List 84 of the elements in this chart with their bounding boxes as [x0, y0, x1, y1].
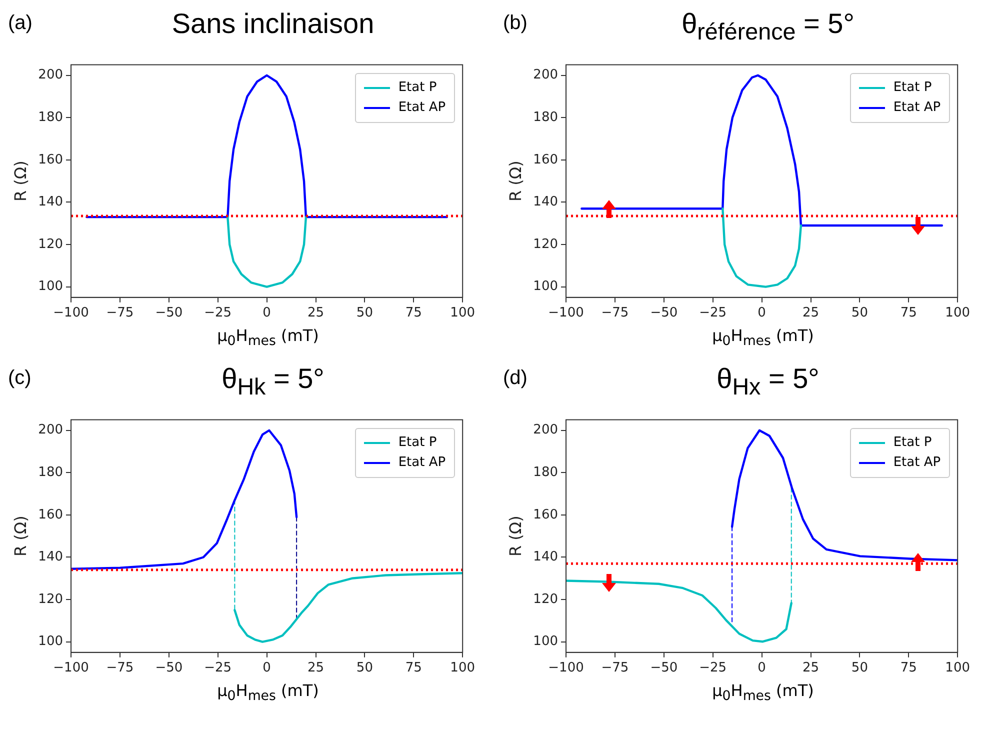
x-tick-label: 100 [450, 660, 476, 676]
x-tick-label: 75 [405, 306, 422, 321]
y-tick-label: 160 [38, 508, 64, 523]
x-tick-label: 0 [758, 306, 766, 321]
y-axis-title: R (Ω) [506, 160, 525, 202]
x-tick-label: −50 [155, 306, 183, 321]
x-tick-label: 50 [356, 660, 373, 676]
x-tick-label: −50 [155, 660, 183, 676]
x-axis-title: μ$_{0}$H$_{mes}$ (mT) [711, 681, 815, 704]
y-tick-label: 160 [533, 152, 558, 168]
x-tick-label: −100 [548, 306, 584, 321]
y-tick-label: 200 [38, 68, 64, 83]
x-tick-label: 0 [758, 660, 766, 676]
y-tick-label: 200 [38, 422, 64, 438]
x-tick-label: 100 [450, 306, 476, 321]
y-tick-label: 200 [533, 68, 558, 83]
y-tick-label: 100 [38, 634, 64, 650]
y-tick-label: 180 [533, 465, 558, 480]
x-tick-label: −25 [699, 306, 727, 321]
x-tick-label: 100 [945, 306, 970, 321]
y-tick-label: 120 [533, 592, 558, 608]
legend-label: Etat P [893, 434, 932, 452]
x-tick-label: −100 [53, 306, 89, 321]
x-tick-label: 25 [307, 306, 324, 321]
x-tick-label: 75 [405, 660, 422, 676]
x-tick-label: 25 [802, 306, 820, 321]
y-tick-label: 140 [533, 194, 558, 210]
x-axis-title: μ$_{0}$H$_{mes}$ (mT) [216, 681, 320, 704]
text: (d) [503, 367, 528, 390]
x-axis-title: μ$_{0}$H$_{mes}$ (mT) [711, 326, 815, 350]
y-tick-label: 180 [533, 110, 558, 126]
text: (a) [8, 12, 32, 35]
y-tick-label: 100 [533, 279, 558, 294]
y-tick-label: 100 [533, 634, 558, 650]
chart-title: Sans inclinaison [170, 8, 376, 40]
y-tick-label: 160 [533, 508, 558, 523]
legend-label: Etat AP [893, 98, 941, 117]
legend-label: Etat AP [398, 454, 446, 472]
legend-label: Etat P [893, 78, 932, 97]
legend-label: Etat P [398, 78, 437, 97]
x-tick-label: 50 [356, 306, 373, 321]
y-tick-label: 120 [38, 592, 64, 608]
x-tick-label: −100 [548, 660, 584, 676]
y-tick-label: 120 [533, 236, 558, 252]
x-tick-label: 0 [262, 660, 271, 676]
y-tick-label: 140 [38, 550, 64, 565]
y-axis-title: R (Ω) [506, 516, 525, 557]
x-tick-label: 75 [900, 306, 917, 321]
text: (c) [8, 367, 32, 390]
x-tick-label: 100 [945, 660, 970, 676]
x-tick-label: 0 [262, 306, 271, 321]
y-tick-label: 120 [38, 236, 64, 252]
y-axis-title: R (Ω) [10, 160, 30, 202]
chart-title: θ$_{Hx}$ = 5° [716, 363, 820, 401]
legend-label: Etat AP [398, 98, 446, 117]
x-tick-label: 25 [307, 660, 324, 676]
y-tick-label: 140 [38, 194, 64, 210]
x-tick-label: −25 [204, 660, 232, 676]
x-tick-label: −75 [106, 660, 134, 676]
x-tick-label: 50 [851, 660, 868, 676]
x-axis-title: μ$_{0}$H$_{mes}$ (mT) [216, 326, 320, 350]
y-tick-label: 180 [38, 110, 64, 126]
legend-label: Etat AP [893, 454, 941, 472]
y-tick-label: 200 [533, 422, 558, 438]
x-tick-label: −75 [601, 660, 629, 676]
text: (b) [503, 12, 528, 35]
y-tick-label: 140 [533, 550, 558, 565]
x-tick-label: −100 [53, 660, 89, 676]
y-tick-label: 180 [38, 465, 64, 480]
chart-title: θ$_{Hk}$ = 5° [220, 363, 326, 401]
x-tick-label: −25 [204, 306, 232, 321]
x-tick-label: −75 [601, 306, 629, 321]
x-tick-label: 75 [900, 660, 917, 676]
legend-label: Etat P [398, 434, 437, 452]
chart-title: θ$_{référence}$ = 5° [680, 8, 856, 46]
y-tick-label: 160 [38, 152, 64, 168]
y-axis-title: R (Ω) [10, 516, 30, 557]
y-tick-label: 100 [38, 279, 64, 294]
x-tick-label: −75 [106, 306, 134, 321]
x-tick-label: −25 [699, 660, 727, 676]
x-tick-label: −50 [650, 306, 678, 321]
x-tick-label: −50 [650, 660, 678, 676]
x-tick-label: 25 [802, 660, 820, 676]
x-tick-label: 50 [851, 306, 868, 321]
